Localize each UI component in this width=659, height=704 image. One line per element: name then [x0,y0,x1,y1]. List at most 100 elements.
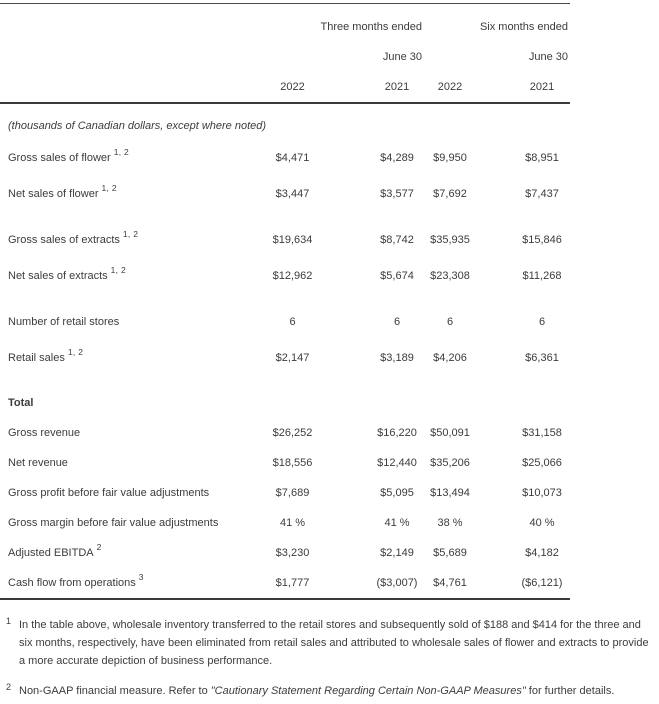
period-header-six-months: Six months ended [479,21,568,33]
cell-value-three-months-2021: $16,220 [377,427,417,439]
footnotes-section: 1 In the table above, wholesale inventor… [0,616,659,700]
year-header-col4: 2021 [529,81,555,93]
footnote-text: In the table above, wholesale inventory … [19,619,649,667]
table-bottom-rule [0,598,570,600]
period-header-three-months: Three months ended [320,21,422,33]
footnote-number: 1 [6,616,12,626]
table-row: Number of retail stores 6 6 6 6 [0,304,570,340]
cell-value-six-months-2021: $11,268 [522,270,562,282]
footnote-marker: 3 [138,572,144,583]
row-label: Gross profit before fair value adjustmen… [8,487,210,499]
units-note: (thousands of Canadian dollars, except w… [8,120,267,132]
cell-value-six-months-2022: $35,935 [430,234,470,246]
row-label: Total [8,397,34,409]
cell-value-three-months-2022: $19,634 [272,234,313,246]
cell-value-three-months-2022: $4,471 [275,152,310,164]
table-header-rule [0,102,570,104]
cell-value-three-months-2021: ($3,007) [376,577,418,589]
cell-value-six-months-2022: $4,761 [433,577,467,589]
table-body: Gross sales of flower 1, 2 $4,471 $4,289 … [0,140,570,598]
cell-value-six-months-2022: $23,308 [430,270,470,282]
cell-value-three-months-2022: $3,230 [275,547,310,559]
row-label: Gross margin before fair value adjustmen… [8,517,219,529]
cell-value-six-months-2022: $35,206 [430,457,470,469]
table-row: Gross sales of extracts 1, 2 $19,634 $8,7… [0,222,570,258]
table-row: Gross profit before fair value adjustmen… [0,478,570,508]
cell-value-six-months-2022: $13,494 [430,487,470,499]
cell-value-six-months-2022: 38 % [437,517,463,529]
year-header-row: 2022 2021 2022 2021 [0,72,570,102]
cell-value-six-months-2021: $4,182 [525,547,559,559]
row-label: Cash flow from operations [8,577,136,589]
footnote-text: Non-GAAP financial measure. Refer to "Ca… [19,685,615,697]
cell-value-three-months-2022: $12,962 [272,270,313,282]
cell-value-six-months-2021: 40 % [529,517,555,529]
footnote-marker: 2 [96,542,102,553]
table-row: Net revenue $18,556 $12,440 $35,206 $25,… [0,448,570,478]
period-date-six-months: June 30 [528,51,568,63]
footnote: 2 Non-GAAP financial measure. Refer to "… [0,682,659,700]
footnote-marker: 1, 2 [101,183,117,194]
table-row: Gross margin before fair value adjustmen… [0,508,570,538]
year-header-col3: 2022 [437,81,463,93]
cell-value-three-months-2022: $7,689 [275,487,310,499]
footnote-marker: 1, 2 [122,229,139,240]
period-date-three-months: June 30 [382,51,422,63]
row-label: Adjusted EBITDA [8,547,94,559]
cell-value-three-months-2021: $4,289 [380,152,414,164]
cell-value-six-months-2022: $4,206 [433,352,467,364]
cell-value-six-months-2021: $8,951 [525,152,559,164]
footnote-number: 2 [6,682,12,692]
cell-value-three-months-2021: $5,674 [380,270,414,282]
cell-value-six-months-2022: $7,692 [433,188,467,200]
year-header-col2: 2021 [384,81,410,93]
row-label: Retail sales [8,352,65,364]
table-row: Gross sales of flower 1, 2 $4,471 $4,289 … [0,140,570,176]
row-label: Gross revenue [8,427,81,439]
footnote: 1 In the table above, wholesale inventor… [0,616,659,670]
cell-value-six-months-2021: 6 [538,316,546,328]
row-label: Net sales of extracts [8,270,108,282]
cell-value-six-months-2021: $25,066 [522,457,562,469]
cell-value-six-months-2021: $31,158 [522,427,562,439]
cell-value-three-months-2022: 41 % [279,517,306,529]
period-group-header-row: Three months ended Six months ended [0,4,570,42]
cell-value-six-months-2022: $9,950 [433,152,467,164]
row-label: Net revenue [8,457,68,469]
cell-value-six-months-2022: $5,689 [433,547,467,559]
cell-value-three-months-2022: $3,447 [275,188,310,200]
cell-value-six-months-2022: 6 [446,316,454,328]
cell-value-three-months-2021: $3,577 [380,188,414,200]
cell-value-three-months-2022: $18,556 [272,457,313,469]
cell-value-three-months-2022: 6 [289,316,296,328]
cell-value-six-months-2021: ($6,121) [521,577,563,589]
cell-value-three-months-2022: $26,252 [272,427,313,439]
table-row: Retail sales 1, 2 $2,147 $3,189 $4,206 $6… [0,340,570,376]
row-label: Number of retail stores [8,316,120,328]
cell-value-three-months-2021: 6 [393,316,401,328]
cell-value-three-months-2021: $8,742 [380,234,414,246]
cell-value-six-months-2021: $15,846 [522,234,562,246]
cell-value-three-months-2022: $1,777 [275,577,310,589]
table-row: Adjusted EBITDA 2 $3,230 $2,149 $5,689 $4… [0,538,570,568]
cell-value-three-months-2021: $3,189 [380,352,414,364]
footnote-marker: 1, 2 [67,347,84,358]
row-label: Net sales of flower [8,188,99,200]
period-date-header-row: June 30 June 30 [0,42,570,72]
table-row: Net sales of flower 1, 2 $3,447 $3,577 $7… [0,176,570,212]
row-label: Gross sales of flower [8,152,111,164]
cell-value-six-months-2021: $7,437 [525,188,559,200]
cell-value-six-months-2021: $6,361 [525,352,559,364]
footnote-marker: 1, 2 [110,265,127,276]
footnote-marker: 1, 2 [113,147,130,158]
row-label: Gross sales of extracts [8,234,120,246]
table-row: Total [0,388,570,418]
cell-value-three-months-2021: $5,095 [380,487,414,499]
table-row: Net sales of extracts 1, 2 $12,962 $5,674… [0,258,570,294]
table-top-rule [0,3,570,4]
cell-value-three-months-2022: $2,147 [275,352,310,364]
cell-value-three-months-2021: 41 % [384,517,410,529]
units-note-row: (thousands of Canadian dollars, except w… [0,118,570,134]
table-row: Cash flow from operations 3 $1,777 ($3,00… [0,568,570,598]
